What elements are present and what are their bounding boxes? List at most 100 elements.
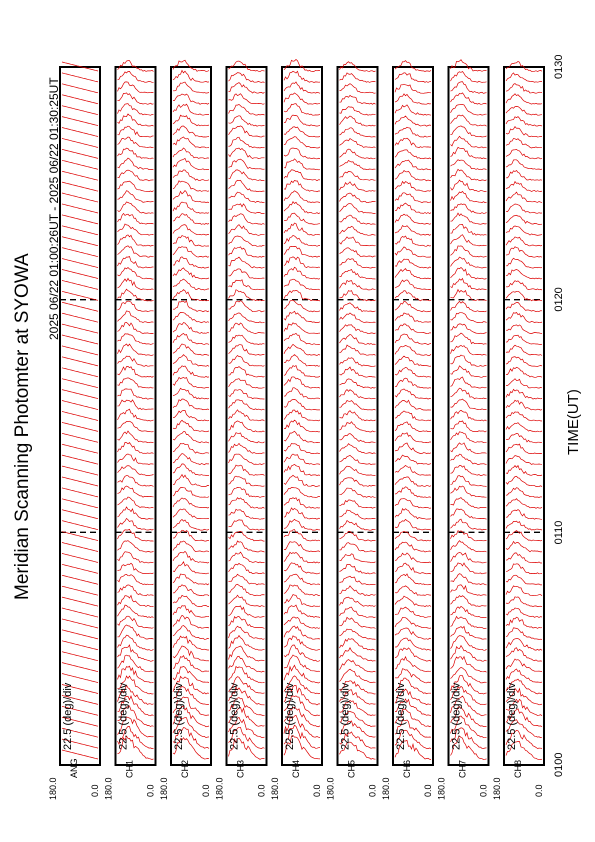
trace-line xyxy=(339,137,376,148)
trace-line xyxy=(450,706,487,727)
trace-line xyxy=(339,585,376,597)
trace-line xyxy=(61,345,99,356)
trace-line xyxy=(117,399,154,411)
time-tick-label: 0110 xyxy=(553,521,565,545)
traces-ch8 xyxy=(505,60,543,760)
trace-line xyxy=(394,399,431,411)
trace-line xyxy=(117,441,154,454)
traces-ch1 xyxy=(117,60,154,760)
trace-line xyxy=(228,312,265,324)
trace-line xyxy=(61,61,99,72)
trace-line xyxy=(228,334,265,345)
trace-line xyxy=(339,388,376,400)
trace-line xyxy=(172,201,210,214)
time-tick-label: 0120 xyxy=(553,287,565,311)
panel-ytick-top: 180.0 xyxy=(381,777,391,800)
trace-line xyxy=(172,666,210,683)
trace-line xyxy=(228,655,265,673)
trace-line xyxy=(450,409,487,422)
trace-line xyxy=(505,290,543,302)
trace-line xyxy=(117,60,154,72)
trace-line xyxy=(117,644,154,662)
trace-line xyxy=(339,628,376,640)
trace-line xyxy=(505,246,543,258)
trace-line xyxy=(505,596,543,607)
trace-line xyxy=(505,698,543,716)
trace-line xyxy=(339,499,376,509)
trace-line xyxy=(172,235,209,247)
trace-line xyxy=(172,717,210,738)
trace-line xyxy=(283,212,321,225)
trace-line xyxy=(283,529,321,542)
trace-line xyxy=(283,474,321,487)
trace-line xyxy=(172,614,210,629)
panel-channel-label: CH5 xyxy=(347,760,357,778)
trace-line xyxy=(505,411,543,422)
trace-line xyxy=(505,729,543,749)
trace-line xyxy=(172,540,210,553)
trace-line xyxy=(228,158,265,170)
trace-line xyxy=(283,685,321,706)
trace-line xyxy=(505,433,543,444)
trace-line xyxy=(283,594,321,607)
trace-line xyxy=(117,288,154,302)
trace-line xyxy=(61,301,99,312)
trace-line xyxy=(394,279,432,291)
trace-line xyxy=(117,223,154,236)
trace-line xyxy=(117,665,154,684)
panel-channel-label: CH3 xyxy=(236,760,246,778)
trace-line xyxy=(228,82,265,94)
trace-line xyxy=(283,256,321,269)
trace-line xyxy=(450,735,487,760)
trace-line xyxy=(394,246,432,258)
trace-line xyxy=(339,148,376,160)
trace-line xyxy=(172,463,210,476)
trace-line xyxy=(450,159,487,170)
trace-line xyxy=(450,179,487,192)
trace-line xyxy=(283,81,321,94)
trace-line xyxy=(339,324,376,335)
trace-line xyxy=(505,455,543,465)
trace-line xyxy=(394,410,432,422)
trace-line xyxy=(61,531,99,541)
trace-line xyxy=(228,256,265,269)
trace-line xyxy=(450,605,487,618)
trace-line xyxy=(505,607,543,618)
trace-line xyxy=(394,729,432,749)
trace-line xyxy=(450,59,487,72)
trace-line xyxy=(228,464,265,476)
panel-channel-label: CH6 xyxy=(402,760,412,778)
trace-line xyxy=(283,190,321,203)
panel-ch2: 180.0 0.0 CH2 22.5 (deg)/div xyxy=(159,59,212,800)
trace-line xyxy=(394,104,432,116)
time-axis: 0100 0110 0120 0130 TIME(UT) xyxy=(553,55,582,777)
trace-line xyxy=(172,246,210,258)
trace-line xyxy=(61,116,99,126)
trace-line xyxy=(228,716,265,738)
trace-line xyxy=(228,279,265,291)
trace-line xyxy=(117,430,154,444)
trace-line xyxy=(505,388,543,400)
trace-line xyxy=(172,737,210,760)
trace-line xyxy=(450,584,487,596)
trace-line xyxy=(117,604,154,618)
panel-ch4: 180.0 0.0 CH4 22.5 (deg)/div xyxy=(270,59,323,800)
trace-line xyxy=(283,201,321,215)
trace-line xyxy=(61,684,99,694)
trace-line xyxy=(505,236,543,247)
trace-line xyxy=(117,506,154,520)
trace-line xyxy=(450,190,487,203)
trace-line xyxy=(339,680,376,695)
trace-line xyxy=(394,627,432,640)
panel-channel-label: CH8 xyxy=(513,760,523,778)
trace-line xyxy=(228,344,265,356)
trace-line xyxy=(61,662,99,672)
panel-ytick-bottom: 0.0 xyxy=(479,784,489,797)
traces-ang xyxy=(61,61,99,760)
trace-line xyxy=(61,443,99,454)
trace-line xyxy=(117,180,154,193)
trace-line xyxy=(394,83,432,94)
trace-line xyxy=(505,658,543,672)
trace-line xyxy=(505,443,543,455)
